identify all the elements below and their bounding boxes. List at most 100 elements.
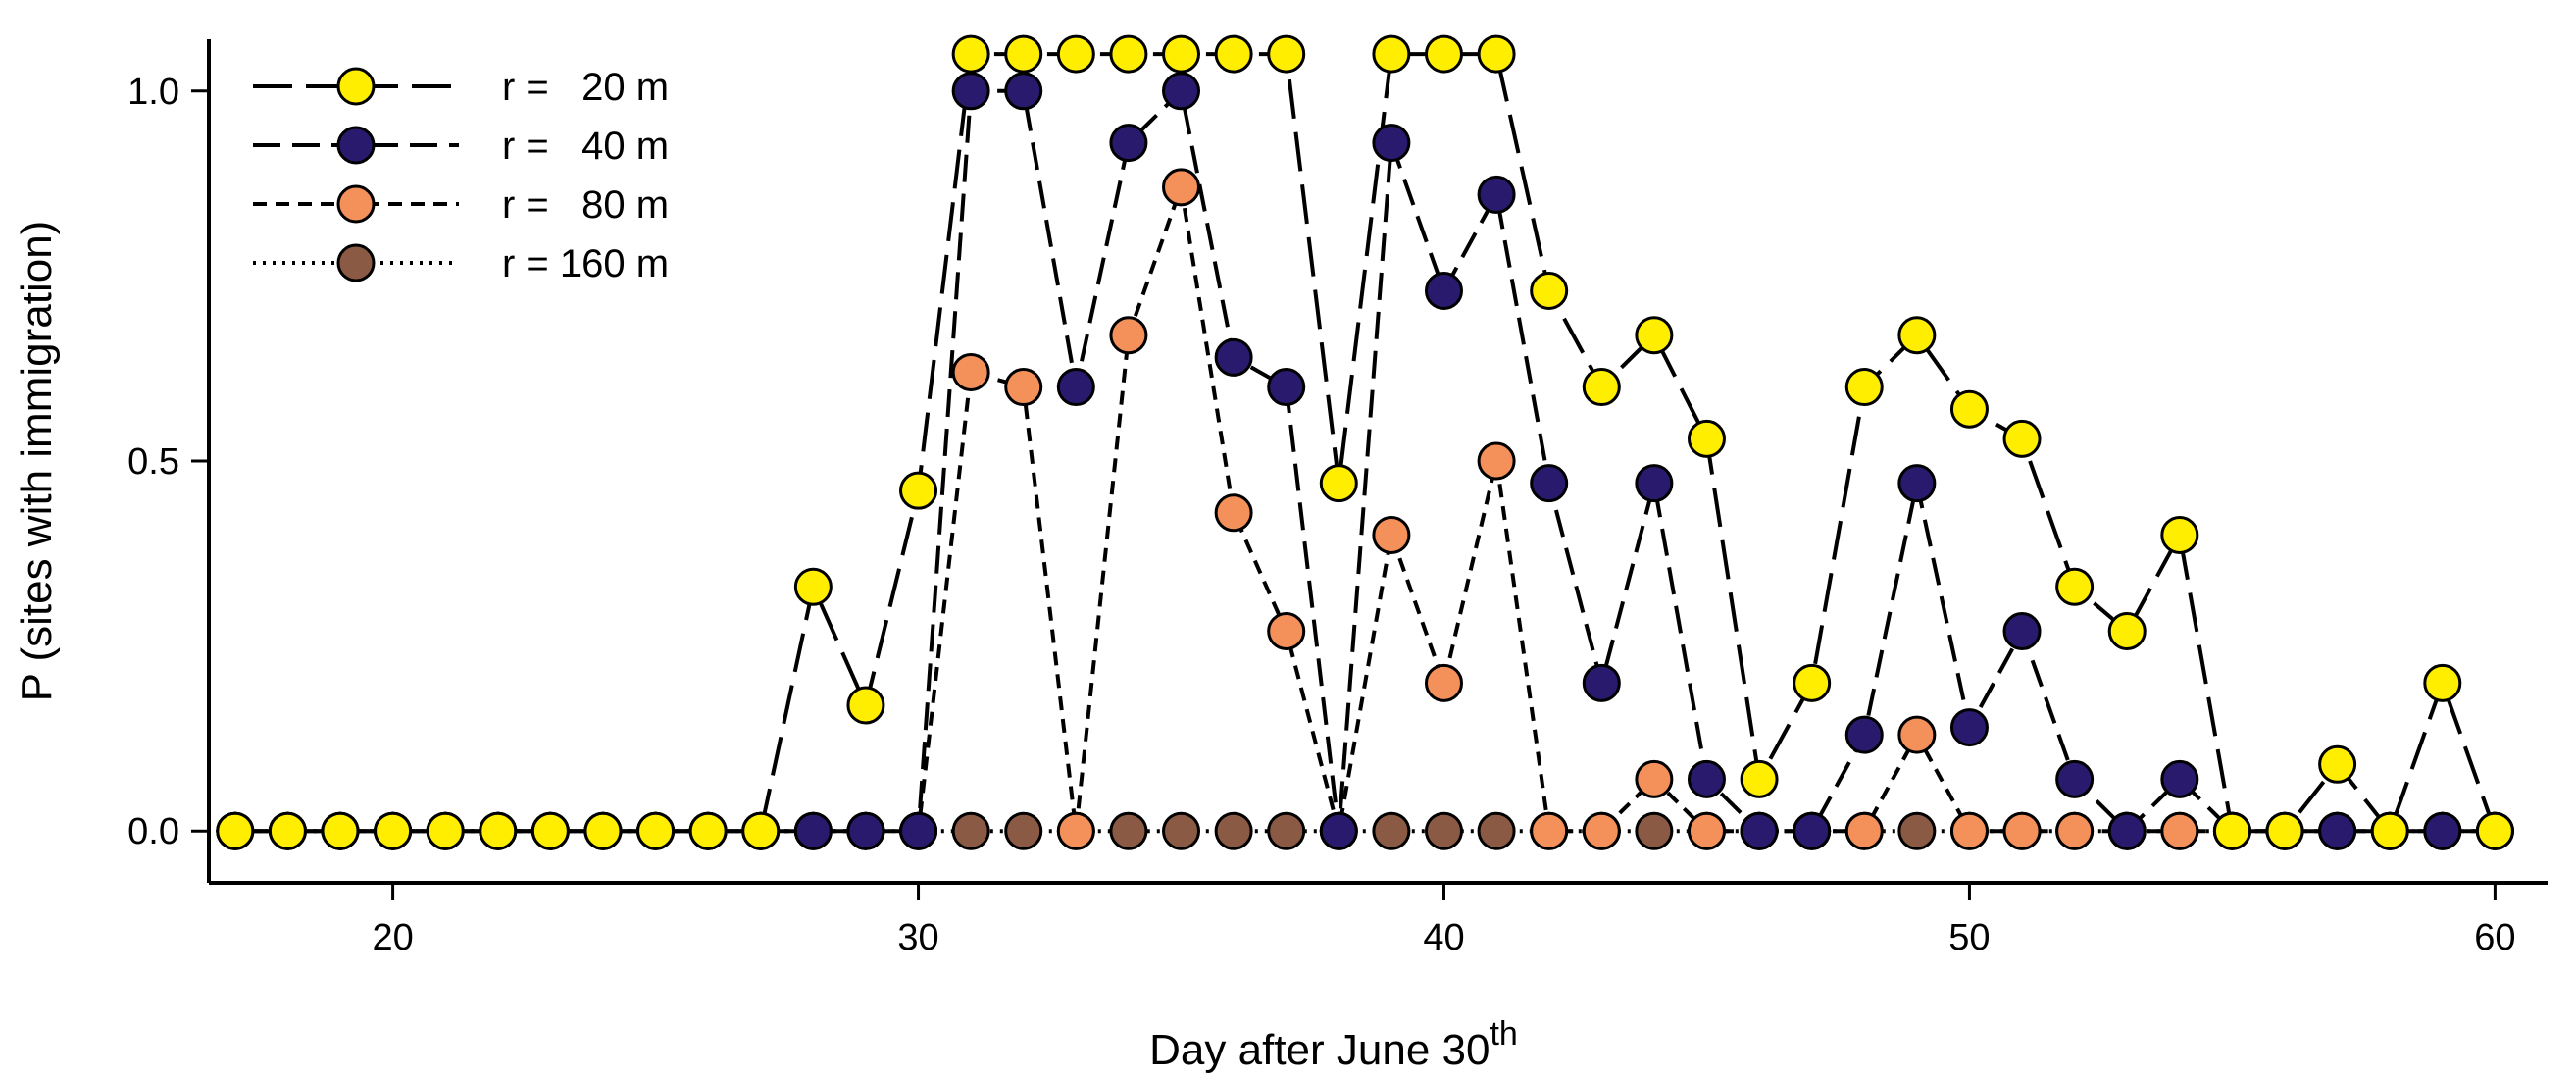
data-point-r-40-m <box>1004 72 1043 111</box>
data-point-r-20-m <box>741 811 781 850</box>
data-point-r-40-m <box>1214 337 1253 377</box>
data-point-r-80-m <box>1162 168 1201 207</box>
data-point-r-40-m <box>1267 368 1306 407</box>
data-point-r-20-m <box>479 811 518 850</box>
data-point-r-20-m <box>2475 811 2514 850</box>
data-point-r-20-m <box>1844 368 1884 407</box>
data-point-r-20-m <box>1056 34 1095 74</box>
data-point-r-160-m <box>1372 811 1411 850</box>
data-point-r-20-m <box>2002 419 2042 458</box>
data-point-r-20-m <box>1582 368 1621 407</box>
data-point-r-80-m <box>1949 811 1989 850</box>
data-point-r-80-m <box>1582 811 1621 850</box>
data-point-r-80-m <box>1897 715 1937 754</box>
legend-label: r = 20 m <box>502 66 669 109</box>
data-point-r-40-m <box>1372 124 1411 163</box>
data-point-r-20-m <box>951 34 990 74</box>
data-point-r-40-m <box>899 811 938 850</box>
data-point-r-40-m <box>846 811 885 850</box>
data-point-r-40-m <box>2002 612 2042 651</box>
data-point-r-20-m <box>2160 515 2199 554</box>
data-point-r-20-m <box>374 811 413 850</box>
data-point-r-40-m <box>2423 811 2462 850</box>
data-point-r-20-m <box>1740 759 1779 798</box>
data-point-r-20-m <box>2212 811 2251 850</box>
data-point-r-40-m <box>1530 464 1569 503</box>
data-point-r-80-m <box>2002 811 2042 850</box>
data-point-r-40-m <box>1582 663 1621 702</box>
data-point-r-20-m <box>1267 34 1306 74</box>
data-point-r-20-m <box>1162 34 1201 74</box>
legend-marker <box>336 126 376 165</box>
data-point-r-20-m <box>1635 316 1674 355</box>
data-point-r-160-m <box>951 811 990 850</box>
data-point-r-20-m <box>636 811 676 850</box>
y-axis-title: P (sites with immigration) <box>13 221 61 702</box>
data-point-r-40-m <box>1793 811 1832 850</box>
data-point-r-80-m <box>1844 811 1884 850</box>
data-point-r-80-m <box>1424 663 1463 702</box>
data-point-r-40-m <box>1162 72 1201 111</box>
data-point-r-160-m <box>1267 811 1306 850</box>
data-point-r-20-m <box>2107 612 2147 651</box>
data-point-r-20-m <box>846 686 885 725</box>
legend-marker <box>336 67 376 106</box>
data-point-r-40-m <box>2160 759 2199 798</box>
data-point-r-20-m <box>1530 271 1569 310</box>
data-point-r-20-m <box>1687 419 1726 458</box>
data-point-r-20-m <box>688 811 728 850</box>
series-points <box>216 34 2514 850</box>
series-line-r-80-m <box>234 186 2496 834</box>
data-point-r-80-m <box>1056 811 1095 850</box>
y-tick-label: 0.0 <box>127 811 179 852</box>
data-point-r-80-m <box>1267 612 1306 651</box>
data-point-r-80-m <box>1109 316 1148 355</box>
legend-label: r = 40 m <box>502 125 669 168</box>
x-axis-title-main: Day after June 30 <box>1149 1026 1490 1074</box>
data-point-r-40-m <box>1319 811 1358 850</box>
data-point-r-40-m <box>1897 464 1937 503</box>
data-point-r-20-m <box>1477 34 1516 74</box>
data-point-r-160-m <box>1477 811 1516 850</box>
legend-marker <box>336 243 376 282</box>
data-point-r-20-m <box>1319 464 1358 503</box>
data-point-r-160-m <box>1004 811 1043 850</box>
data-point-r-20-m <box>2423 663 2462 702</box>
data-point-r-80-m <box>951 352 990 391</box>
data-point-r-40-m <box>793 811 833 850</box>
data-point-r-160-m <box>1897 811 1937 850</box>
data-point-r-40-m <box>2318 811 2357 850</box>
x-axis-title: Day after June 30th <box>1149 1015 1518 1074</box>
data-point-r-20-m <box>1214 34 1253 74</box>
series-line-r-20-m <box>234 52 2498 836</box>
data-point-r-40-m <box>1477 175 1516 214</box>
data-point-r-20-m <box>1372 34 1411 74</box>
data-point-r-40-m <box>1844 715 1884 754</box>
data-point-r-20-m <box>1793 663 1832 702</box>
data-point-r-40-m <box>1635 464 1674 503</box>
data-point-r-20-m <box>426 811 465 850</box>
data-point-r-80-m <box>1214 493 1253 533</box>
data-point-r-20-m <box>793 567 833 606</box>
data-point-r-160-m <box>1109 811 1148 850</box>
data-point-r-20-m <box>2370 811 2409 850</box>
data-point-r-40-m <box>951 72 990 111</box>
data-point-r-20-m <box>321 811 360 850</box>
data-point-r-80-m <box>2055 811 2095 850</box>
data-point-r-80-m <box>1004 368 1043 407</box>
data-point-r-40-m <box>1424 271 1463 310</box>
data-point-r-40-m <box>1109 124 1148 163</box>
legend-label: r = 80 m <box>502 183 669 227</box>
data-point-r-160-m <box>1635 811 1674 850</box>
data-point-r-80-m <box>1530 811 1569 850</box>
data-point-r-20-m <box>2265 811 2304 850</box>
data-point-r-20-m <box>1949 389 1989 429</box>
data-point-r-40-m <box>2055 759 2095 798</box>
data-point-r-20-m <box>1424 34 1463 74</box>
x-tick-label: 60 <box>2474 917 2515 958</box>
data-point-r-20-m <box>583 811 623 850</box>
data-point-r-40-m <box>1740 811 1779 850</box>
x-tick-label: 50 <box>1948 917 1990 958</box>
data-point-r-40-m <box>2107 811 2147 850</box>
